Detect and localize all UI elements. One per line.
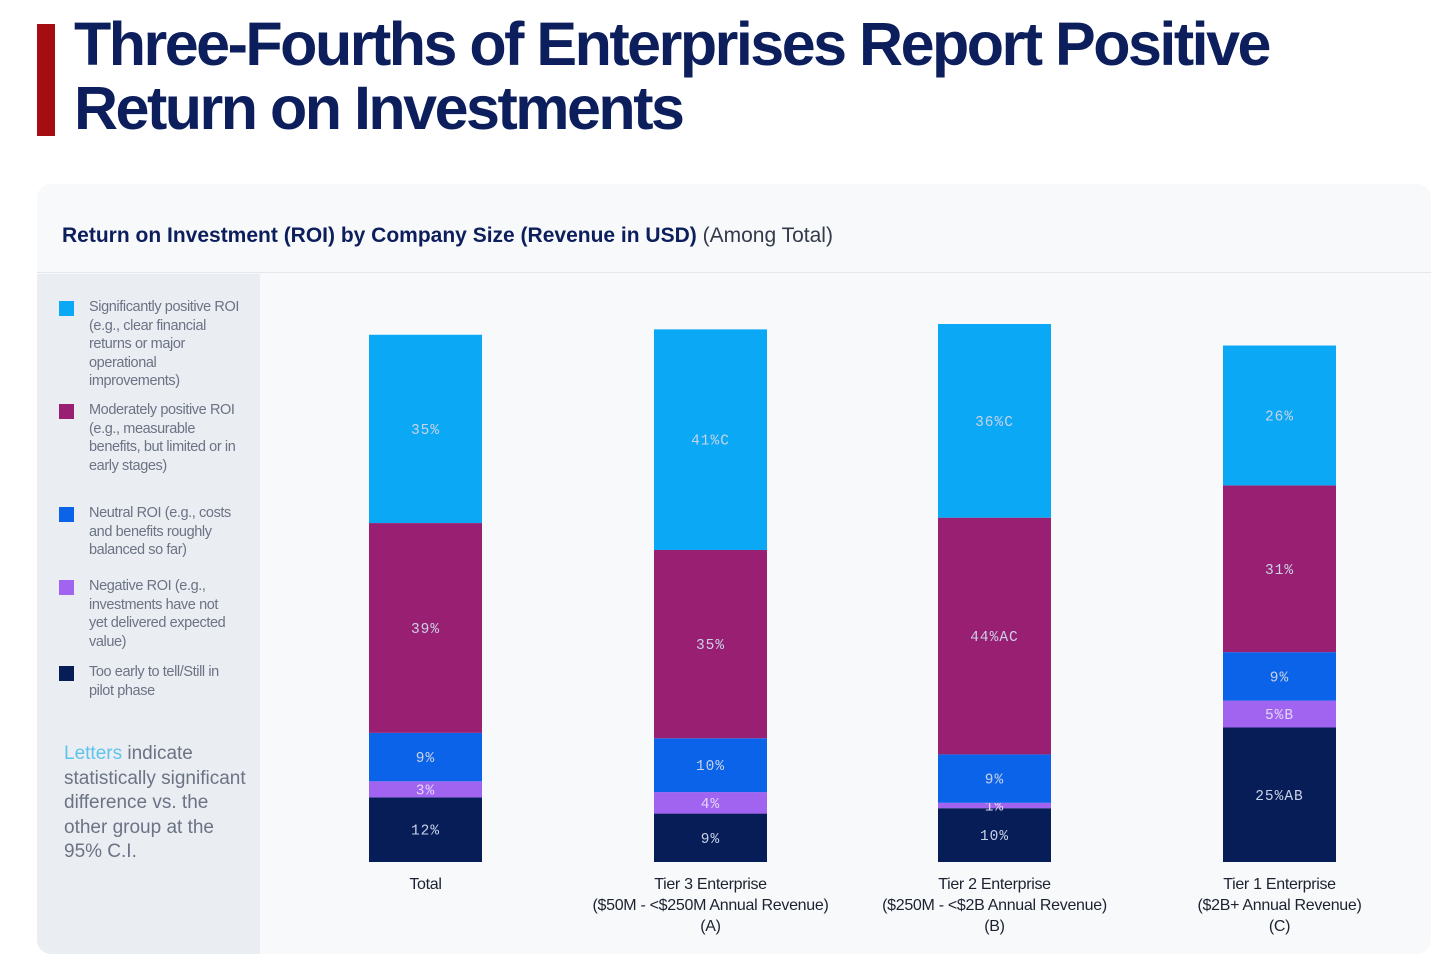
category-label-line: ($2B+ Annual Revenue): [1197, 897, 1362, 914]
note-text: indicate statistically significant diffe…: [64, 743, 246, 862]
category-label-line: ($250M - <$2B Annual Revenue): [882, 897, 1107, 914]
data-label: 26%: [1265, 409, 1294, 425]
chart-title-suffix: (Among Total): [702, 224, 833, 247]
data-label: 5%B: [1265, 708, 1294, 724]
category-label-line: Tier 3 Enterprise: [654, 876, 767, 893]
divider: [37, 272, 1431, 273]
category-label-line: (A): [700, 918, 721, 935]
bar-segment: [369, 523, 482, 733]
category-label: Tier 2 Enterprise ($250M - <$2B Annual Re…: [845, 874, 1145, 937]
bar-segment: [1223, 652, 1336, 701]
bar-segment: [654, 792, 767, 814]
category-label-line: (B): [984, 918, 1005, 935]
legend: Significantly positive ROI (e.g., clear …: [37, 274, 260, 954]
data-label: 31%: [1265, 563, 1294, 579]
bar-segment: [938, 517, 1051, 755]
data-label: 41%C: [691, 434, 730, 450]
legend-item: Significantly positive ROI (e.g., clear …: [59, 298, 239, 391]
significance-note: Letters indicate statistically significa…: [64, 742, 254, 865]
data-label: 35%: [696, 638, 725, 654]
bar-segment: [369, 732, 482, 782]
category-label-line: ($50M - <$250M Annual Revenue): [592, 897, 829, 914]
data-label: 39%: [411, 622, 440, 638]
data-label: 9%: [701, 832, 720, 848]
legend-item: Neutral ROI (e.g., costs and benefits ro…: [59, 504, 239, 560]
bar-segment: [1223, 485, 1336, 653]
chart-title: Return on Investment (ROI) by Company Si…: [62, 224, 833, 248]
bar-segment: [654, 813, 767, 862]
bar-segment: [654, 329, 767, 550]
data-label: 35%: [411, 423, 440, 439]
category-label-line: Tier 2 Enterprise: [938, 876, 1051, 893]
data-label: 44%AC: [970, 630, 1019, 646]
data-label: 12%: [411, 824, 440, 840]
data-label: 4%: [701, 797, 720, 813]
data-label: 10%: [696, 759, 725, 775]
data-label: 1%: [985, 800, 1004, 816]
legend-swatch: [59, 580, 74, 595]
bar-segment: [369, 334, 482, 524]
chart-title-main: Return on Investment (ROI) by Company Si…: [62, 224, 697, 247]
bar-segment: [1223, 345, 1336, 486]
legend-swatch: [59, 404, 74, 419]
bar-segment: [1223, 727, 1336, 862]
category-label-line: (C): [1268, 918, 1291, 935]
legend-item: Too early to tell/Still in pilot phase: [59, 663, 239, 700]
data-label: 9%: [416, 751, 435, 767]
legend-label: Neutral ROI (e.g., costs and benefits ro…: [89, 505, 231, 558]
title-accent-bar: [37, 24, 55, 136]
legend-swatch: [59, 507, 74, 522]
category-label-line: Tier 1 Enterprise: [1223, 876, 1336, 893]
legend-item: Moderately positive ROI (e.g., measurabl…: [59, 401, 239, 475]
data-label: 25%AB: [1255, 789, 1304, 805]
data-label: 36%C: [975, 415, 1014, 431]
legend-label: Too early to tell/Still in pilot phase: [89, 664, 219, 699]
bar-segment: [938, 808, 1051, 862]
data-label: 10%: [980, 829, 1009, 845]
bar-segment: [938, 754, 1051, 803]
legend-label: Negative ROI (e.g., investments have not…: [89, 578, 226, 650]
data-label: 3%: [416, 783, 435, 799]
bar-segment: [369, 797, 482, 862]
legend-swatch: [59, 301, 74, 316]
data-label: 9%: [985, 773, 1004, 789]
category-label: Tier 1 Enterprise ($2B+ Annual Revenue) (C…: [1130, 874, 1430, 937]
legend-label: Moderately positive ROI (e.g., measurabl…: [89, 402, 236, 474]
category-label: Total: [276, 874, 576, 895]
category-label: Tier 3 Enterprise ($50M - <$250M Annual R…: [561, 874, 861, 937]
data-label: 9%: [1270, 670, 1289, 686]
page-title: Three-Fourths of Enterprises Report Posi…: [74, 10, 1271, 142]
bar-segment: [654, 549, 767, 739]
note-highlight: Letters: [64, 743, 123, 764]
bar-segment: [654, 738, 767, 793]
legend-label: Significantly positive ROI (e.g., clear …: [89, 299, 239, 389]
legend-swatch: [59, 666, 74, 681]
bar-segment: [369, 781, 482, 798]
bar-segment: [1223, 700, 1336, 728]
legend-item: Negative ROI (e.g., investments have not…: [59, 577, 239, 651]
bar-segment: [938, 324, 1051, 518]
category-label-line: Total: [409, 876, 442, 893]
bar-segment: [938, 802, 1051, 809]
